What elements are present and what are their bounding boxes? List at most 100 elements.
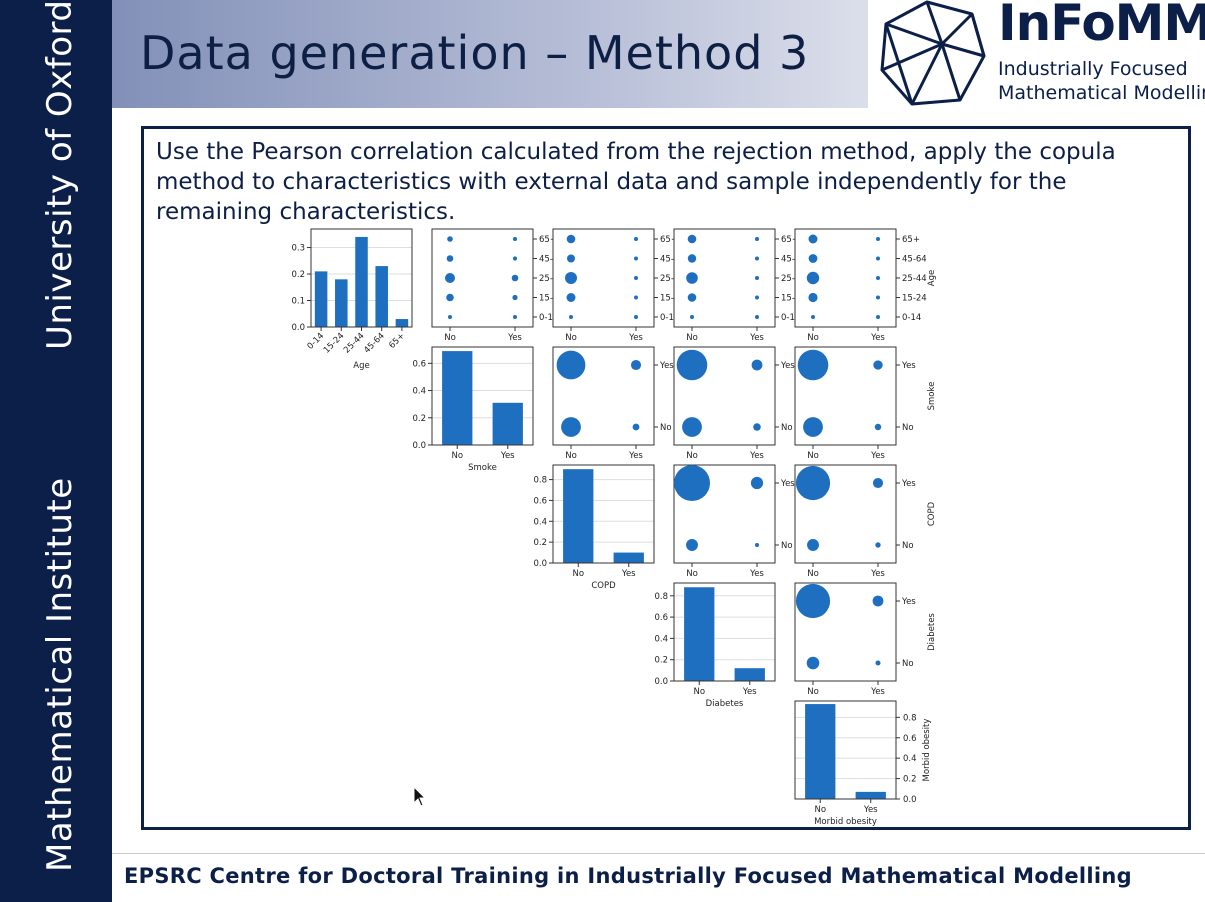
bubble (872, 595, 884, 607)
x-tick-label: Yes (870, 333, 885, 343)
x-tick-label: 45-64 (362, 331, 387, 356)
y-tick-label: 25-44 (902, 274, 927, 284)
joint-age-morbid-obesity (794, 228, 900, 331)
bubble (755, 256, 759, 261)
x-tick-label: No (572, 569, 584, 579)
bubble (561, 417, 581, 437)
bubble (876, 315, 880, 319)
y-tick-label: 0.8 (903, 713, 917, 723)
bubble (512, 294, 518, 301)
bubble (687, 234, 697, 244)
bubble (556, 350, 586, 380)
bubble (806, 271, 820, 285)
bar-morbid-obesity-1 (855, 791, 886, 799)
y-tick-label: 65+ (539, 235, 557, 245)
x-tick-label: Yes (749, 569, 764, 579)
bubble (875, 660, 881, 666)
x-tick-label: Yes (870, 569, 885, 579)
bubble (687, 293, 697, 302)
y-tick-label: 15-24 (902, 294, 927, 304)
bubble (795, 465, 831, 501)
bubble (755, 315, 759, 319)
mouse-cursor-icon (413, 786, 427, 807)
y-tick-label: 0.6 (533, 496, 547, 506)
logo-subtitle-line2: Mathematical Modelling (998, 82, 1205, 104)
joint-age-smoke (431, 228, 537, 331)
y-tick-label: 0.6 (903, 734, 917, 744)
y-tick-label: 0.0 (654, 677, 668, 687)
bubble (808, 254, 818, 263)
bubble (876, 256, 880, 261)
bubble (448, 315, 452, 319)
bar-copd-1 (613, 552, 644, 563)
y-tick-label: No (781, 541, 793, 551)
y-tick-label: 45-64 (539, 255, 564, 265)
y-tick-label: 0-14 (781, 313, 800, 323)
x-axis-label: COPD (591, 581, 616, 591)
bubble (876, 295, 880, 300)
description-text: Use the Pearson correlation calculated f… (156, 139, 1116, 225)
bubble (634, 237, 638, 241)
y-tick-label: 0-14 (660, 313, 679, 323)
x-tick-label: Yes (742, 687, 757, 697)
joint-copd-diabetes (673, 464, 779, 567)
bubble (755, 543, 759, 547)
bubble (513, 315, 517, 319)
bubble (446, 255, 454, 262)
y-tick-label: 25-44 (539, 274, 564, 284)
y-tick-label: 0.6 (412, 359, 426, 369)
x-tick-label: No (807, 333, 819, 343)
x-tick-label: No (451, 451, 463, 461)
bubble (676, 349, 708, 381)
content-frame: Use the Pearson correlation calculated f… (141, 126, 1191, 830)
y-tick-label: 0.4 (412, 387, 426, 397)
x-tick-label: Yes (870, 687, 885, 697)
y-tick-label: No (902, 659, 914, 669)
bubble (446, 293, 454, 302)
bubble (634, 276, 638, 280)
x-axis-label: Age (353, 361, 369, 371)
x-axis-label: Diabetes (706, 699, 744, 709)
joint-smoke-copd (552, 346, 658, 449)
bubble (445, 273, 455, 283)
bar-diabetes-0 (684, 587, 715, 681)
axes-frame (431, 346, 534, 446)
x-tick-label: No (693, 687, 705, 697)
y-tick-label: Yes (901, 479, 916, 489)
y-tick-label: 0.2 (654, 656, 668, 666)
footer-text: EPSRC Centre for Doctoral Training in In… (124, 864, 1132, 888)
x-tick-label: No (565, 451, 577, 461)
bubble (634, 256, 638, 261)
bubble (634, 295, 638, 300)
x-tick-label: Yes (621, 569, 636, 579)
y-tick-label: 65+ (781, 235, 799, 245)
y-tick-label: 0.8 (533, 476, 547, 486)
bubble (755, 237, 759, 241)
bar-smoke-0 (442, 351, 473, 445)
bubble (630, 359, 642, 371)
axes-frame (673, 582, 776, 682)
y-tick-label: 65+ (660, 235, 678, 245)
y-tick-label: 0.4 (654, 634, 668, 644)
y-tick-label: Yes (780, 361, 795, 371)
joint-smoke-diabetes (673, 346, 779, 449)
bubble (566, 234, 576, 244)
bar-age-2 (355, 236, 368, 327)
y-tick-label: 0.0 (903, 795, 917, 805)
joint-smoke-morbid-obesity (794, 346, 900, 449)
hist-copd (549, 464, 655, 567)
joint-age-diabetes (673, 228, 779, 331)
y-tick-label: No (660, 423, 672, 433)
y-tick-label: 0.6 (654, 613, 668, 623)
hist-diabetes (670, 582, 776, 685)
slide-title: Data generation – Method 3 (140, 26, 810, 80)
bar-copd-0 (563, 469, 594, 563)
y-tick-label: 0.1 (291, 297, 305, 307)
bar-age-4 (395, 319, 409, 327)
y-tick-label: Yes (901, 597, 916, 607)
bubble (872, 477, 884, 489)
x-tick-label: 15-24 (322, 331, 347, 356)
bar-smoke-1 (492, 402, 523, 445)
axes-frame (310, 228, 413, 328)
